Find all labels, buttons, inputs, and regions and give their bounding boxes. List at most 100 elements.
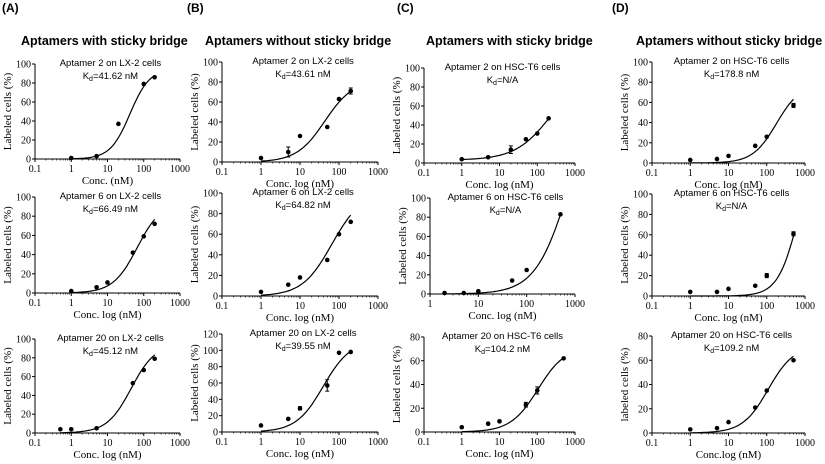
kd-value: =178.8 nM xyxy=(714,69,759,80)
data-point xyxy=(546,116,551,121)
y-tick-label: 0 xyxy=(213,292,218,303)
x-tick-label: 1000 xyxy=(795,168,815,179)
x-axis-label: Conc.log (nM) xyxy=(696,449,762,461)
data-point xyxy=(68,155,74,161)
x-tick-label: 100 xyxy=(759,438,774,449)
y-tick-label: 40 xyxy=(21,250,31,261)
data-point xyxy=(336,231,342,237)
data-point xyxy=(94,153,99,159)
y-tick-label: 100 xyxy=(633,58,648,69)
kd-annotation: Kd=104.2 nM xyxy=(475,344,530,356)
y-tick-label: 60 xyxy=(410,102,420,113)
y-tick-label: 60 xyxy=(638,356,648,367)
y-tick-label: 20 xyxy=(638,138,648,149)
x-tick-label: 1 xyxy=(459,437,464,448)
data-point xyxy=(94,284,99,290)
plot-title: Aptamer 20 on HSC-T6 cells xyxy=(671,330,792,341)
section-title-d: Aptamers without sticky bridge xyxy=(636,34,823,48)
kd-value: =N/A xyxy=(500,205,522,216)
data-point xyxy=(534,388,540,393)
data-point xyxy=(558,212,563,217)
data-point xyxy=(714,425,720,431)
y-tick-label: 40 xyxy=(416,251,426,262)
x-axis-label: Conc. log (nM) xyxy=(694,179,762,191)
data-point xyxy=(141,81,147,87)
data-point xyxy=(561,356,566,361)
section-title-a: Aptamers with sticky bridge xyxy=(21,34,188,48)
y-axis-label: Labeled cells (%) xyxy=(397,207,409,285)
data-point xyxy=(258,155,264,161)
data-point xyxy=(336,350,342,356)
data-point xyxy=(524,267,529,273)
y-axis-label: Labeled cells (%) xyxy=(391,345,403,423)
x-tick-label: 10 xyxy=(495,437,505,448)
x-tick-label: 1000 xyxy=(368,437,388,448)
y-tick-label: 0 xyxy=(26,429,31,440)
y-tick-label: 20 xyxy=(638,404,648,415)
y-tick-label: 0 xyxy=(421,290,426,301)
x-tick-label: 100 xyxy=(530,437,545,448)
y-tick-label: 80 xyxy=(21,212,31,223)
y-tick-label: 20 xyxy=(638,271,648,282)
y-tick-label: 0 xyxy=(213,428,218,439)
fit-curve xyxy=(690,355,794,434)
data-point xyxy=(764,134,770,140)
x-axis-label: Conc. log (nM) xyxy=(694,312,762,324)
x-tick-label: 10 xyxy=(473,299,483,310)
kd-value: =45.12 nM xyxy=(93,346,138,357)
y-tick-label: 80 xyxy=(208,362,218,373)
plot-title: Aptamer 20 on HSC-T6 cells xyxy=(442,331,563,342)
kd-subscript: d xyxy=(89,351,93,358)
panel-label-d: (D) xyxy=(612,1,629,15)
x-tick-label: 0.1 xyxy=(646,438,659,449)
x-tick-label: 0.1 xyxy=(216,301,229,312)
y-tick-label: 80 xyxy=(208,78,218,89)
data-point xyxy=(714,289,720,295)
y-tick-label: 20 xyxy=(21,269,31,280)
x-tick-label: 10 xyxy=(295,301,305,312)
kd-annotation: Kd=66.49 nM xyxy=(83,204,138,216)
kd-symbol: K xyxy=(487,75,494,86)
kd-symbol: K xyxy=(83,346,90,357)
y-tick-label: 100 xyxy=(203,346,218,357)
x-tick-label: 1 xyxy=(259,301,264,312)
y-tick-label: 100 xyxy=(405,64,420,75)
kd-symbol: K xyxy=(704,343,711,354)
y-tick-label: 40 xyxy=(21,391,31,402)
x-axis-label: Conc. log (nM) xyxy=(465,179,533,191)
x-tick-label: 10 xyxy=(295,167,305,178)
section-title-c: Aptamers with sticky bridge xyxy=(426,34,593,48)
fit-curve xyxy=(260,350,352,432)
x-tick-label: 100 xyxy=(519,299,534,310)
plot-title: Aptamer 2 on HSC-T6 cells xyxy=(674,56,790,67)
y-tick-label: 100 xyxy=(633,190,648,201)
x-tick-label: 0.1 xyxy=(418,437,431,448)
y-tick-label: 20 xyxy=(208,138,218,149)
data-point xyxy=(324,257,330,263)
fit-curve xyxy=(60,354,156,434)
x-tick-label: 10 xyxy=(724,438,734,449)
y-tick-label: 100 xyxy=(16,193,31,204)
y-tick-label: 100 xyxy=(203,58,218,69)
y-axis-label: Labeled cells (%) xyxy=(391,76,403,154)
x-tick-label: 0.1 xyxy=(216,437,229,448)
y-tick-label: 80 xyxy=(410,83,420,94)
x-tick-label: 10 xyxy=(295,437,305,448)
x-tick-label: 1000 xyxy=(170,438,190,449)
data-point xyxy=(764,273,770,278)
x-axis-label: Conc. log (nM) xyxy=(266,448,334,460)
kd-annotation: Kd=178.8 nM xyxy=(704,69,759,81)
data-point xyxy=(348,219,354,225)
y-axis-label: labeled cells (%) xyxy=(619,347,631,421)
data-point xyxy=(726,286,731,292)
y-axis-label: Labeled cells (%) xyxy=(2,72,14,150)
x-axis-label: Conc. log (nM) xyxy=(468,310,536,322)
data-point xyxy=(714,156,720,162)
y-tick-label: 60 xyxy=(208,98,218,109)
kd-value: =N/A xyxy=(726,201,748,212)
x-tick-label: 0.1 xyxy=(216,167,229,178)
